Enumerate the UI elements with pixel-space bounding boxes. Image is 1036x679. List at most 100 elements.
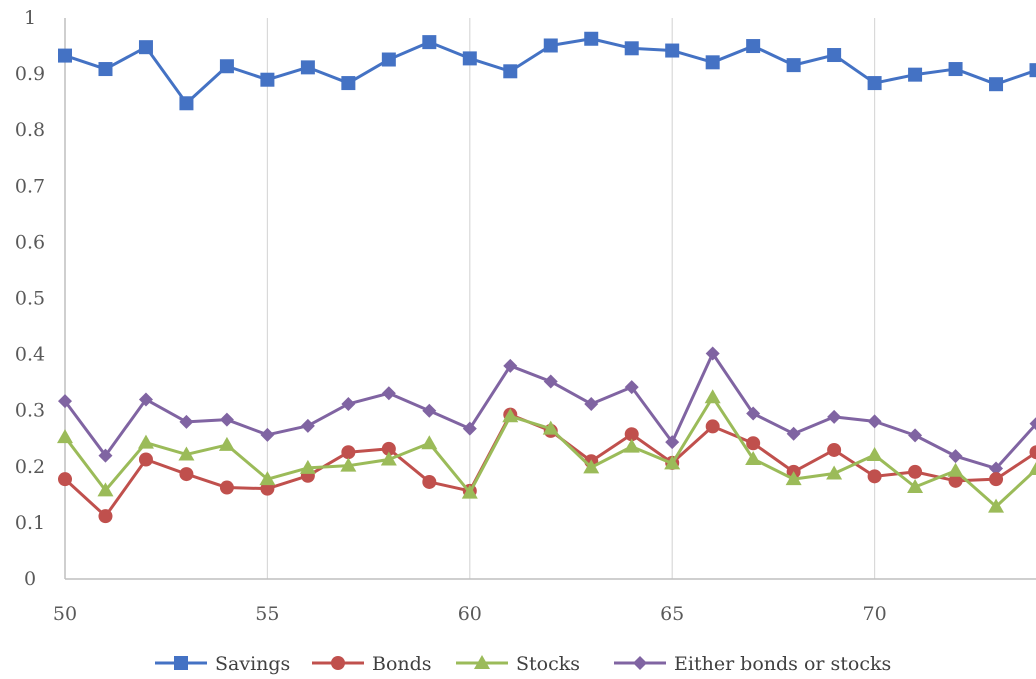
data-point-bonds — [98, 509, 113, 524]
y-tick-label: 0.1 — [15, 512, 45, 534]
legend-label: Savings — [215, 653, 290, 675]
data-point-either-bonds-or-stocks — [705, 346, 720, 361]
data-point-stocks — [907, 478, 924, 493]
axes — [64, 18, 1036, 580]
data-point-stocks — [97, 482, 114, 497]
y-tick-label: 0.3 — [15, 400, 45, 422]
data-point-either-bonds-or-stocks — [867, 414, 882, 429]
data-point-savings — [908, 67, 923, 82]
legend-marker — [174, 656, 188, 670]
data-point-savings — [341, 76, 356, 91]
data-point-savings — [786, 58, 801, 73]
data-point-savings — [179, 96, 194, 111]
data-point-stocks — [623, 438, 640, 453]
data-point-bonds — [908, 464, 923, 479]
data-point-stocks — [947, 462, 964, 477]
data-point-bonds — [341, 445, 356, 460]
series-layer — [57, 31, 1036, 524]
data-point-bonds — [989, 472, 1004, 487]
data-point-bonds — [1029, 445, 1036, 460]
y-tick-label: 0 — [24, 568, 36, 590]
data-point-stocks — [866, 447, 883, 462]
y-tick-label: 0.2 — [15, 456, 45, 478]
y-tick-label: 0.5 — [15, 288, 45, 310]
data-point-bonds — [705, 419, 720, 434]
data-point-stocks — [137, 434, 154, 449]
legend-item-either-bonds-or-stocks: Either bonds or stocks — [614, 653, 891, 675]
data-point-savings — [503, 64, 518, 79]
x-tick-label: 60 — [458, 603, 482, 625]
data-point-stocks — [1028, 461, 1036, 476]
data-point-either-bonds-or-stocks — [827, 409, 842, 424]
data-point-savings — [300, 60, 315, 75]
data-point-bonds — [219, 480, 234, 495]
data-point-savings — [584, 31, 599, 46]
data-point-savings — [98, 62, 113, 77]
data-point-bonds — [138, 452, 153, 467]
legend-label: Bonds — [372, 653, 432, 675]
data-point-stocks — [502, 408, 519, 423]
y-tick-label: 0.4 — [15, 344, 45, 366]
data-point-savings — [138, 40, 153, 55]
data-point-either-bonds-or-stocks — [543, 374, 558, 389]
data-point-either-bonds-or-stocks — [260, 427, 275, 442]
data-point-either-bonds-or-stocks — [462, 421, 477, 436]
vertical-gridlines — [266, 18, 876, 579]
data-point-savings — [624, 41, 639, 56]
data-point-stocks — [583, 459, 600, 474]
data-point-stocks — [380, 451, 397, 466]
data-point-either-bonds-or-stocks — [1029, 417, 1036, 431]
data-point-either-bonds-or-stocks — [584, 396, 599, 411]
data-point-bonds — [746, 436, 761, 451]
data-point-either-bonds-or-stocks — [341, 396, 356, 411]
series-line-either-bonds-or-stocks — [63, 351, 1036, 470]
data-point-bonds — [260, 481, 275, 496]
data-point-either-bonds-or-stocks — [58, 394, 72, 409]
data-point-stocks — [259, 471, 276, 486]
x-tick-label: 65 — [660, 603, 684, 625]
data-point-either-bonds-or-stocks — [786, 426, 801, 441]
data-point-either-bonds-or-stocks — [138, 392, 153, 407]
legend-marker — [331, 656, 345, 670]
legend-item-savings: Savings — [155, 653, 290, 675]
data-point-either-bonds-or-stocks — [665, 435, 680, 450]
data-point-stocks — [57, 429, 73, 444]
data-point-savings — [219, 59, 234, 74]
data-point-savings — [422, 35, 437, 50]
data-point-stocks — [988, 498, 1005, 513]
tick-labels: 50 55 60 65 70 0 0.1 0.2 0.3 0.4 0.5 0.6 0.7 0.8 0.9 1 — [15, 7, 887, 625]
data-point-savings — [381, 52, 396, 67]
data-point-stocks — [340, 457, 357, 472]
data-point-savings — [827, 48, 842, 63]
legend-item-bonds: Bonds — [312, 653, 432, 675]
series-line-stocks — [63, 395, 1036, 509]
data-point-bonds — [624, 427, 639, 442]
y-tick-label: 0.9 — [15, 63, 45, 85]
data-point-bonds — [867, 469, 882, 484]
data-point-stocks — [704, 389, 721, 404]
legend-item-stocks: Stocks — [456, 653, 580, 675]
data-point-either-bonds-or-stocks — [503, 358, 518, 373]
y-tick-label: 0.7 — [15, 175, 45, 197]
data-point-either-bonds-or-stocks — [908, 428, 923, 443]
y-tick-label: 1 — [24, 7, 36, 29]
data-point-stocks — [178, 446, 195, 461]
data-point-either-bonds-or-stocks — [300, 418, 315, 433]
data-point-savings — [989, 77, 1004, 92]
data-point-bonds — [381, 441, 396, 456]
x-tick-label: 50 — [53, 603, 77, 625]
data-point-savings — [705, 55, 720, 70]
y-tick-label: 0.8 — [15, 119, 45, 141]
legend-label: Either bonds or stocks — [674, 653, 891, 675]
data-point-savings — [543, 38, 558, 53]
x-tick-label: 55 — [255, 603, 279, 625]
data-point-stocks — [421, 435, 438, 450]
y-tick-label: 0.6 — [15, 231, 45, 253]
legend: Savings Bonds Stocks Either bonds or stocks — [155, 653, 891, 675]
data-point-stocks — [745, 450, 762, 465]
data-point-bonds — [179, 467, 194, 482]
legend-marker — [474, 655, 490, 669]
data-point-bonds — [422, 474, 437, 489]
data-point-savings — [665, 43, 680, 58]
